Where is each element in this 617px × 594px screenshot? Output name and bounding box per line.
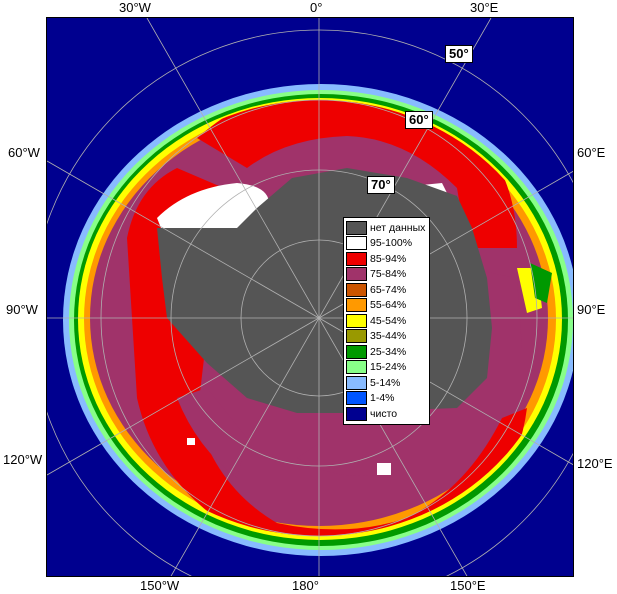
legend-swatch	[346, 313, 367, 328]
legend-item: 15-24%	[346, 360, 427, 376]
legend-swatch	[346, 251, 367, 266]
legend-item: 1-4%	[346, 391, 427, 407]
lon-label-90e: 90°E	[577, 302, 606, 317]
lon-label-60e: 60°E	[577, 145, 606, 160]
legend-label: 95-100%	[370, 237, 413, 250]
lon-label-90w: 90°W	[6, 302, 38, 317]
legend-swatch	[346, 298, 367, 313]
legend-swatch	[346, 236, 367, 251]
map-canvas	[47, 18, 573, 576]
legend-label: 55-64%	[370, 299, 407, 312]
lon-label-60w: 60°W	[8, 145, 40, 160]
legend-label: 75-84%	[370, 268, 407, 281]
legend-item: 95-100%	[346, 236, 427, 252]
lon-label-120e: 120°E	[577, 456, 613, 471]
lat-label-70: 70°	[367, 176, 395, 194]
legend-swatch	[346, 329, 367, 344]
graticule	[47, 18, 573, 576]
ice-95-100-patch-3	[187, 438, 195, 445]
legend-item: 5-14%	[346, 375, 427, 391]
legend-item: нет данных	[346, 220, 427, 236]
legend-item: чисто	[346, 406, 427, 422]
legend-swatch	[346, 267, 367, 282]
legend-label: нет данных	[370, 221, 426, 234]
legend-swatch	[346, 391, 367, 406]
lon-label-0: 0°	[310, 0, 323, 15]
lat-label-60: 60°	[405, 111, 433, 129]
legend-rows: нет данных 95-100% 85-94% 75-84% 65-74% 55-64…	[346, 220, 427, 422]
legend-item: 65-74%	[346, 282, 427, 298]
legend-swatch	[346, 282, 367, 297]
legend-swatch	[346, 375, 367, 390]
legend-item: 25-34%	[346, 344, 427, 360]
legend-item: 35-44%	[346, 329, 427, 345]
legend-label: чисто	[370, 407, 398, 420]
lon-label-150e: 150°E	[450, 578, 486, 593]
lon-label-30e: 30°E	[470, 0, 499, 15]
lon-label-120w: 120°W	[3, 452, 43, 467]
lat-label-50: 50°	[445, 45, 473, 63]
legend-label: 35-44%	[370, 330, 407, 343]
legend-item: 75-84%	[346, 267, 427, 283]
lon-label-30w: 30°W	[119, 0, 151, 15]
concentration-legend: нет данных 95-100% 85-94% 75-84% 65-74% 55-64…	[343, 217, 430, 425]
ice-95-100-patch-2	[377, 463, 391, 475]
legend-item: 45-54%	[346, 313, 427, 329]
legend-item: 55-64%	[346, 298, 427, 314]
legend-item: 85-94%	[346, 251, 427, 267]
sea-ice-concentration-map: 50° 60° 70° нет данных 95-100% 85-94% 75-84…	[46, 17, 574, 577]
legend-label: 65-74%	[370, 283, 407, 296]
legend-label: 25-34%	[370, 345, 407, 358]
legend-label: 5-14%	[370, 376, 401, 389]
legend-label: 45-54%	[370, 314, 407, 327]
legend-label: 1-4%	[370, 392, 395, 405]
legend-swatch	[346, 220, 367, 235]
lon-label-180: 180°	[292, 578, 319, 593]
legend-label: 85-94%	[370, 252, 407, 265]
legend-swatch	[346, 344, 367, 359]
legend-label: 15-24%	[370, 361, 407, 374]
legend-swatch	[346, 360, 367, 375]
lon-label-150w: 150°W	[140, 578, 180, 593]
legend-swatch	[346, 406, 367, 421]
